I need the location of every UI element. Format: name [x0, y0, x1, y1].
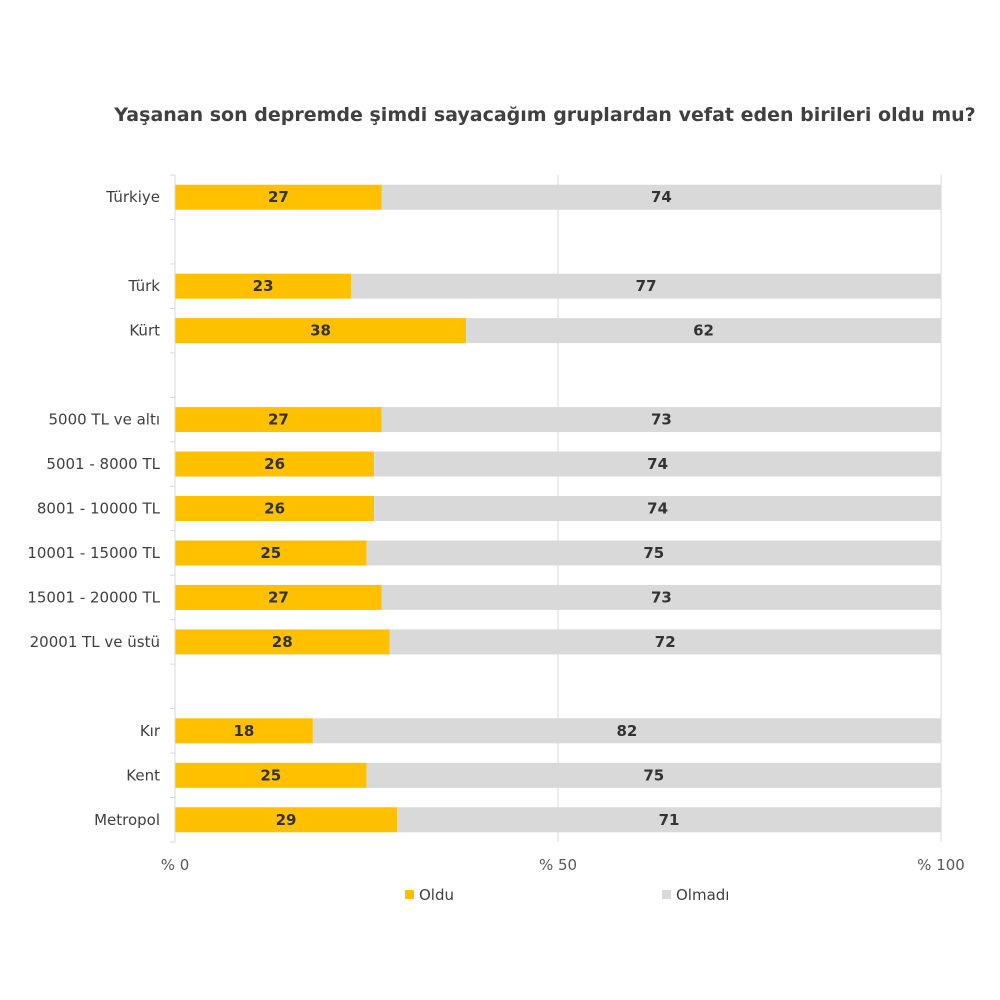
bar-olmadi: [466, 318, 941, 344]
bar-olmadi: [381, 407, 941, 433]
bars-layer: [175, 184, 942, 833]
data-label: 74: [651, 188, 672, 206]
category-label: Kürt: [129, 322, 160, 340]
bar-oldu: [175, 184, 382, 210]
bar-oldu: [175, 807, 398, 833]
data-label: 28: [272, 633, 293, 651]
x-tick-label: % 0: [161, 856, 190, 874]
bar-olmadi: [366, 762, 941, 788]
legend-swatch-oldu: [405, 890, 414, 899]
data-label: 74: [647, 455, 668, 473]
category-label: 15001 - 20000 TL: [27, 588, 160, 606]
bar-oldu: [175, 496, 375, 521]
bar-oldu: [175, 273, 352, 299]
data-label: 38: [310, 322, 331, 340]
data-label: 75: [643, 766, 664, 784]
data-label: 73: [651, 588, 672, 606]
data-label: 73: [651, 411, 672, 429]
bar-olmadi: [389, 629, 942, 655]
category-label: 20001 TL ve üstü: [30, 633, 160, 651]
bar-oldu: [175, 762, 367, 788]
data-label: 72: [655, 633, 676, 651]
bar-olmadi: [374, 496, 941, 521]
bar-olmadi: [366, 540, 941, 566]
category-label: 5000 TL ve altı: [48, 411, 160, 429]
data-label: 62: [693, 322, 714, 340]
category-label: Türkiye: [105, 188, 160, 206]
data-label: 26: [264, 455, 285, 473]
data-label: 82: [617, 722, 638, 740]
bar-oldu: [175, 407, 382, 433]
data-label: 29: [276, 811, 297, 829]
data-label: 71: [659, 811, 680, 829]
data-label: 18: [234, 722, 255, 740]
bar-oldu: [175, 451, 375, 477]
category-label: 5001 - 8000 TL: [46, 455, 160, 473]
chart-title: Yaşanan son depremde şimdi sayacağım gru…: [114, 104, 976, 126]
category-label: Metropol: [94, 811, 160, 829]
category-label: Kent: [126, 766, 160, 784]
category-label: Kır: [140, 722, 161, 740]
category-label: Türk: [128, 277, 161, 295]
bar-oldu: [175, 718, 313, 744]
bar-olmadi: [397, 807, 941, 833]
bar-olmadi: [381, 184, 941, 210]
x-tick-label: % 50: [539, 856, 577, 874]
legend-label-olmadi: Olmadı: [676, 886, 729, 904]
data-label: 26: [264, 500, 285, 518]
category-label: 8001 - 10000 TL: [37, 500, 161, 518]
legend-swatch-olmadi: [662, 890, 671, 899]
bar-oldu: [175, 629, 390, 655]
data-label: 23: [253, 277, 274, 295]
category-label: 10001 - 15000 TL: [27, 544, 160, 562]
bar-oldu: [175, 584, 382, 610]
data-label: 27: [268, 588, 289, 606]
bar-oldu: [175, 318, 467, 344]
data-label: 25: [260, 544, 281, 562]
bar-olmadi: [312, 718, 941, 744]
bar-olmadi: [351, 273, 941, 299]
bar-olmadi: [381, 584, 941, 610]
labels-layer: Türkiye 27 74 Türk 23 77 Kürt 38 62 5000 TL ve al…: [27, 188, 714, 829]
x-tick-label: % 100: [917, 856, 965, 874]
axis-layer: % 0 % 50 % 100: [161, 174, 965, 874]
bar-olmadi: [374, 451, 941, 477]
data-label: 27: [268, 188, 289, 206]
bar-oldu: [175, 540, 367, 566]
data-label: 77: [636, 277, 657, 295]
data-label: 74: [647, 500, 668, 518]
data-label: 25: [260, 766, 281, 784]
legend-layer: Oldu Olmadı: [405, 886, 729, 904]
data-label: 75: [643, 544, 664, 562]
legend-label-oldu: Oldu: [419, 886, 454, 904]
data-label: 27: [268, 411, 289, 429]
